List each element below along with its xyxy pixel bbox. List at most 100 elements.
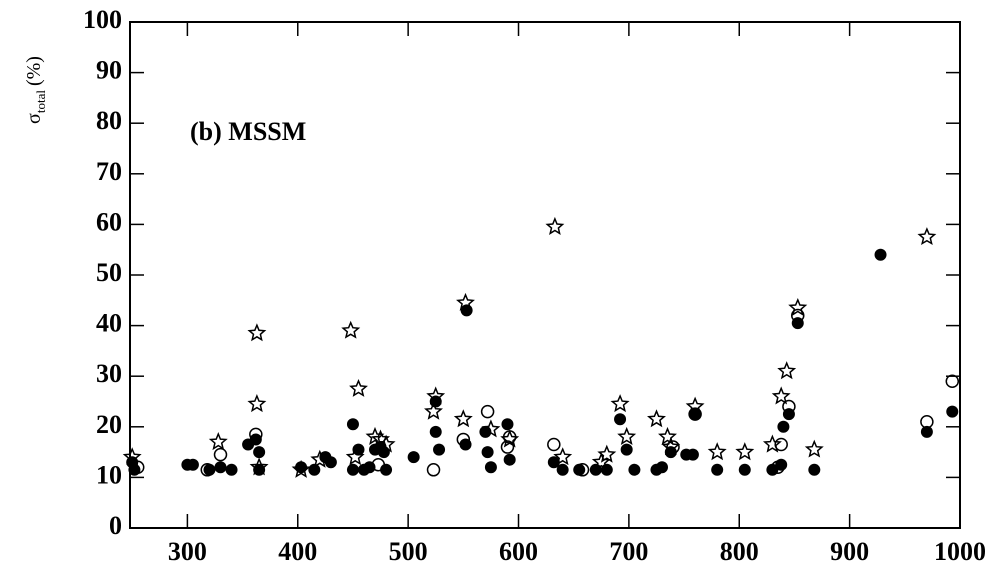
star-point — [456, 292, 475, 311]
star-point — [707, 442, 727, 461]
filled-point — [433, 443, 446, 456]
y-tick-label: 70 — [96, 157, 122, 186]
y-label-unit: (%) — [23, 56, 45, 86]
filled-point — [186, 458, 199, 471]
filled-point — [481, 446, 494, 459]
star-point — [685, 396, 705, 415]
star-point — [500, 429, 520, 448]
open-point — [945, 374, 960, 389]
open-point — [130, 460, 145, 475]
filled-point — [377, 446, 390, 459]
y-tick-label: 50 — [96, 258, 122, 287]
star-point — [208, 432, 228, 451]
y-tick-label: 30 — [96, 359, 122, 388]
open-point — [791, 308, 805, 323]
y-tick-label: 100 — [83, 5, 122, 34]
star-point — [735, 442, 755, 461]
star-point — [341, 320, 361, 339]
filled-point — [484, 461, 497, 474]
x-tick-label: 500 — [389, 537, 428, 566]
filled-point — [324, 456, 337, 469]
star-point — [426, 386, 446, 405]
star-point — [453, 409, 473, 428]
x-tick-label: 400 — [278, 537, 317, 566]
open-point — [782, 399, 796, 414]
y-axis-label: σtotal (%) — [23, 56, 48, 124]
y-tick-label: 0 — [109, 511, 122, 540]
star-point — [788, 297, 808, 316]
open-point — [213, 447, 228, 462]
star-point — [610, 394, 630, 413]
open-point — [920, 414, 934, 429]
star-point — [310, 449, 330, 468]
open-point — [688, 407, 702, 421]
filled-point — [777, 420, 790, 433]
y-tick-label: 90 — [96, 56, 122, 85]
x-tick-label: 300 — [168, 537, 207, 566]
filled-point — [253, 446, 266, 459]
filled-point — [738, 463, 751, 476]
filled-point — [380, 463, 393, 476]
y-tick-label: 60 — [96, 207, 122, 236]
filled-point — [711, 463, 724, 476]
star-point — [247, 323, 267, 342]
x-tick-label: 800 — [720, 537, 759, 566]
star-point — [658, 426, 677, 445]
filled-point — [352, 443, 365, 456]
filled-point — [920, 425, 933, 438]
open-point — [200, 463, 215, 477]
y-tick-label: 20 — [96, 410, 122, 439]
filled-point — [128, 463, 141, 476]
filled-point — [614, 413, 627, 426]
y-label-sub: total — [33, 90, 48, 113]
open-point — [456, 432, 471, 447]
open-point — [500, 440, 515, 454]
star-point — [804, 439, 824, 458]
filled-point — [407, 451, 420, 464]
filled-point — [429, 425, 442, 438]
star-point — [376, 434, 396, 453]
star-point — [249, 457, 269, 476]
x-tick-label: 900 — [830, 537, 869, 566]
open-point — [774, 437, 788, 452]
open-point — [547, 437, 561, 452]
star-point — [365, 426, 385, 445]
filled-point — [655, 461, 668, 474]
annotation: (b) MSSM — [190, 117, 306, 146]
star-point — [122, 447, 142, 466]
y-tick-label: 80 — [96, 106, 122, 135]
star-point — [481, 419, 501, 438]
y-tick-label: 10 — [96, 460, 122, 489]
filled-point — [503, 453, 516, 466]
filled-point — [346, 418, 359, 431]
star-point — [647, 409, 666, 428]
filled-point — [308, 463, 321, 476]
filled-point — [620, 443, 633, 456]
filled-point — [249, 433, 262, 446]
star-point — [424, 401, 443, 420]
star-point — [545, 216, 565, 235]
y-tick-label: 40 — [96, 309, 122, 338]
open-point — [249, 427, 263, 442]
star-point — [345, 447, 365, 466]
star-point — [771, 386, 791, 405]
x-tick-label: 1000 — [934, 537, 986, 566]
filled-point — [686, 448, 699, 461]
filled-point — [874, 248, 887, 261]
star-point — [762, 434, 782, 453]
filled-point — [225, 463, 238, 476]
open-point — [480, 404, 495, 419]
star-point — [553, 447, 573, 466]
filled-point — [573, 463, 586, 476]
star-point — [617, 426, 637, 445]
open-point — [771, 460, 785, 475]
star-point — [591, 452, 611, 471]
filled-point — [214, 461, 227, 474]
filled-point — [946, 405, 959, 418]
filled-point — [501, 418, 514, 431]
filled-point — [628, 463, 641, 476]
star-point — [291, 459, 311, 478]
star-point — [777, 361, 797, 380]
filled-point — [775, 458, 788, 471]
